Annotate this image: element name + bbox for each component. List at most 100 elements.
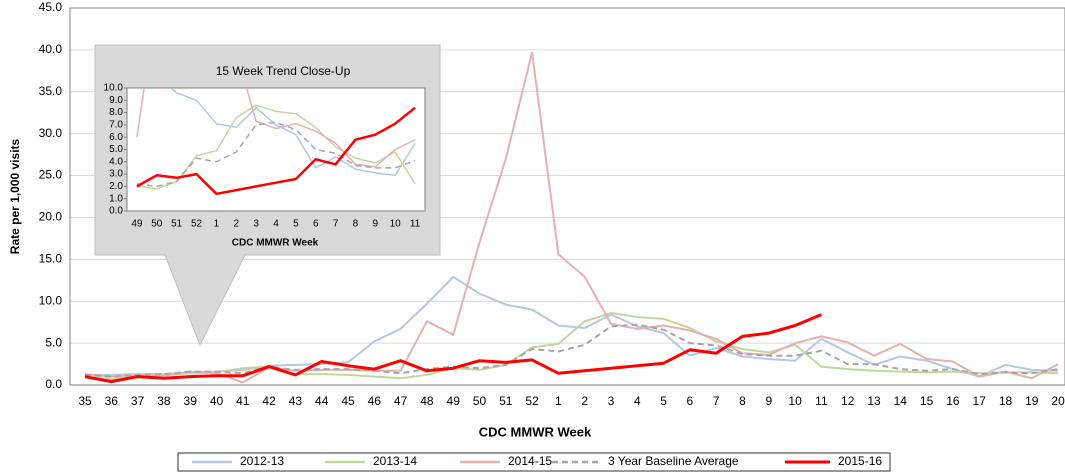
x-tick-label: 7 bbox=[713, 394, 720, 408]
legend-label: 2014-15 bbox=[508, 454, 552, 468]
inset-chart: 0.01.02.03.04.05.06.07.08.09.010.049 50 51… bbox=[104, 64, 426, 249]
x-tick-label: 51 bbox=[499, 394, 513, 408]
y-tick-label: 45.0 bbox=[39, 0, 63, 14]
x-tick-label: 49 bbox=[447, 394, 461, 408]
y-tick-label: 0.0 bbox=[45, 377, 62, 391]
y-tick-label: 1.0 bbox=[109, 193, 123, 204]
x-tick-label: 36 bbox=[105, 394, 119, 408]
y-tick-label: 2.0 bbox=[109, 181, 123, 192]
series-line bbox=[84, 313, 822, 384]
x-tick-label: 11 bbox=[410, 219, 421, 230]
series-line bbox=[136, 121, 416, 188]
x-axis-title: CDC MMWR Week bbox=[232, 238, 319, 249]
x-tick-label: 38 bbox=[157, 394, 171, 408]
series-line bbox=[84, 51, 1059, 384]
y-tick-label: 20.0 bbox=[39, 210, 63, 224]
x-tick-label: 37 bbox=[131, 394, 145, 408]
x-tick-label: 12 bbox=[841, 394, 855, 408]
x-tick-label: 47 bbox=[394, 394, 408, 408]
plot-frame bbox=[69, 7, 1065, 386]
x-tick-label: 52 bbox=[191, 219, 203, 230]
x-tick-label: 48 bbox=[420, 394, 434, 408]
x-tick-label: 20 bbox=[1051, 394, 1065, 408]
x-tick-label: 49 bbox=[131, 219, 143, 230]
x-tick-label: 44 bbox=[315, 394, 329, 408]
y-tick-label: 25.0 bbox=[39, 168, 63, 182]
y-tick-label: 10.0 bbox=[39, 293, 63, 307]
y-tick-label: 15.0 bbox=[39, 252, 63, 266]
x-tick-label: 7 bbox=[333, 219, 339, 230]
y-tick-label: 10.0 bbox=[104, 83, 124, 94]
inset-plot-area bbox=[127, 88, 425, 211]
x-tick-label: 8 bbox=[353, 219, 359, 230]
x-tick-label: 40 bbox=[210, 394, 224, 408]
series-line bbox=[85, 275, 1059, 378]
x-tick-label: 6 bbox=[313, 219, 319, 230]
y-tick-label: 6.0 bbox=[109, 132, 123, 143]
x-tick-label: 4 bbox=[634, 394, 641, 408]
inset-title: 15 Week Trend Close-Up bbox=[216, 64, 351, 78]
x-tick-label: 8 bbox=[739, 394, 746, 408]
x-tick-label: 2 bbox=[233, 219, 239, 230]
y-tick-label: 30.0 bbox=[39, 126, 63, 140]
legend-box bbox=[177, 452, 891, 472]
x-tick-label: 15 bbox=[920, 394, 934, 408]
y-tick-label: 0.0 bbox=[109, 206, 123, 217]
x-tick-label: 9 bbox=[373, 219, 379, 230]
series-line bbox=[84, 312, 1059, 381]
series-line bbox=[136, 88, 416, 168]
x-tick-label: 3 bbox=[608, 394, 615, 408]
legend-label: 2013-14 bbox=[373, 454, 417, 468]
y-axis-title: Rate per 1,000 visits bbox=[8, 138, 22, 254]
legend: 2012-13 2013-14 2014-15 3 Year Baseline Ave… bbox=[192, 454, 882, 468]
y-tick-label: 8.0 bbox=[109, 107, 123, 118]
x-tick-label: 5 bbox=[660, 394, 667, 408]
y-tick-label: 5.0 bbox=[45, 335, 62, 349]
x-tick-label: 45 bbox=[341, 394, 355, 408]
x-tick-label: 1 bbox=[214, 219, 220, 230]
x-tick-label: 3 bbox=[253, 219, 259, 230]
x-tick-label: 39 bbox=[184, 394, 198, 408]
x-axis-title: CDC MMWR Week bbox=[479, 424, 592, 439]
legend-label: 2015-16 bbox=[838, 454, 882, 468]
y-tick-label: 9.0 bbox=[109, 95, 123, 106]
x-tick-label: 46 bbox=[368, 394, 382, 408]
plot-frame bbox=[126, 87, 426, 212]
y-tick-label: 4.0 bbox=[109, 156, 123, 167]
x-tick-label: 2 bbox=[581, 394, 588, 408]
x-tick-label: 11 bbox=[815, 394, 828, 408]
x-tick-label: 17 bbox=[973, 394, 987, 408]
x-tick-label: 5 bbox=[293, 219, 299, 230]
legend-label: 2012-13 bbox=[240, 454, 284, 468]
inset-callout bbox=[94, 44, 441, 347]
x-tick-label: 6 bbox=[687, 394, 694, 408]
series-line bbox=[169, 88, 416, 177]
y-tick-label: 5.0 bbox=[109, 144, 123, 155]
x-tick-label: 13 bbox=[867, 394, 881, 408]
x-tick-label: 41 bbox=[236, 394, 250, 408]
legend-label: 3 Year Baseline Average bbox=[608, 454, 739, 468]
x-tick-label: 16 bbox=[946, 394, 960, 408]
x-tick-label: 35 bbox=[78, 394, 92, 408]
x-tick-label: 52 bbox=[525, 394, 539, 408]
x-tick-label: 14 bbox=[894, 394, 908, 408]
x-tick-label: 1 bbox=[555, 394, 562, 408]
y-tick-label: 3.0 bbox=[109, 169, 123, 180]
x-tick-label: 18 bbox=[999, 394, 1013, 408]
y-tick-label: 35.0 bbox=[39, 84, 63, 98]
x-tick-label: 10 bbox=[788, 394, 802, 408]
series-line bbox=[84, 323, 1059, 378]
x-tick-label: 9 bbox=[765, 394, 772, 408]
x-tick-label: 43 bbox=[289, 394, 303, 408]
x-tick-label: 19 bbox=[1025, 394, 1039, 408]
x-tick-label: 50 bbox=[473, 394, 487, 408]
y-tick-label: 40.0 bbox=[39, 42, 63, 56]
x-tick-label: 50 bbox=[151, 219, 163, 230]
series-line bbox=[136, 106, 416, 196]
x-tick-label: 4 bbox=[273, 219, 279, 230]
x-tick-label: 10 bbox=[390, 219, 402, 230]
x-tick-label: 42 bbox=[262, 394, 276, 408]
x-tick-label: 51 bbox=[171, 219, 183, 230]
y-tick-label: 7.0 bbox=[109, 120, 123, 131]
